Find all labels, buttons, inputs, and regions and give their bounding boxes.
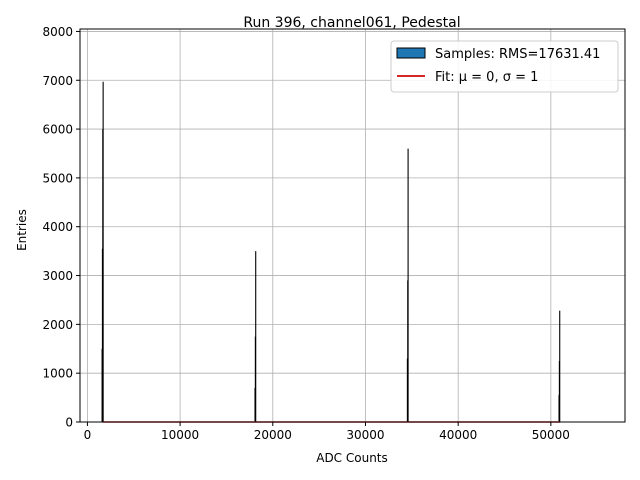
legend-fit-label: Fit: μ = 0, σ = 1	[435, 70, 538, 85]
x-tick-label: 0	[84, 428, 92, 442]
x-axis-label: ADC Counts	[316, 451, 388, 465]
x-tick-label: 10000	[161, 428, 199, 442]
y-axis-label: Entries	[15, 209, 29, 251]
x-axis-ticks: 0 10000 20000 30000 40000 50000	[84, 422, 570, 442]
legend-box	[390, 40, 619, 93]
x-tick-label: 30000	[346, 428, 384, 442]
legend-samples-swatch	[396, 47, 426, 59]
x-tick-label: 50000	[532, 428, 570, 442]
y-tick-label: 7000	[42, 74, 73, 88]
y-tick-label: 4000	[42, 220, 73, 234]
y-tick-label: 5000	[42, 171, 73, 185]
legend: Samples: RMS=17631.41 Fit: μ = 0, σ = 1	[390, 40, 619, 93]
y-axis-ticks: 0 1000 2000 3000 4000 5000 6000 7000 8000	[42, 25, 80, 430]
plot-frame	[79, 28, 626, 423]
y-tick-label: 8000	[42, 25, 73, 39]
y-tick-label: 6000	[42, 123, 73, 137]
y-tick-label: 0	[65, 416, 73, 430]
y-tick-label: 3000	[42, 269, 73, 283]
y-tick-label: 2000	[42, 318, 73, 332]
chart-title: Run 396, channel061, Pedestal	[243, 15, 460, 31]
y-tick-label: 1000	[42, 367, 73, 381]
x-tick-label: 40000	[439, 428, 477, 442]
legend-samples-label: Samples: RMS=17631.41	[435, 47, 600, 62]
x-tick-label: 20000	[254, 428, 292, 442]
